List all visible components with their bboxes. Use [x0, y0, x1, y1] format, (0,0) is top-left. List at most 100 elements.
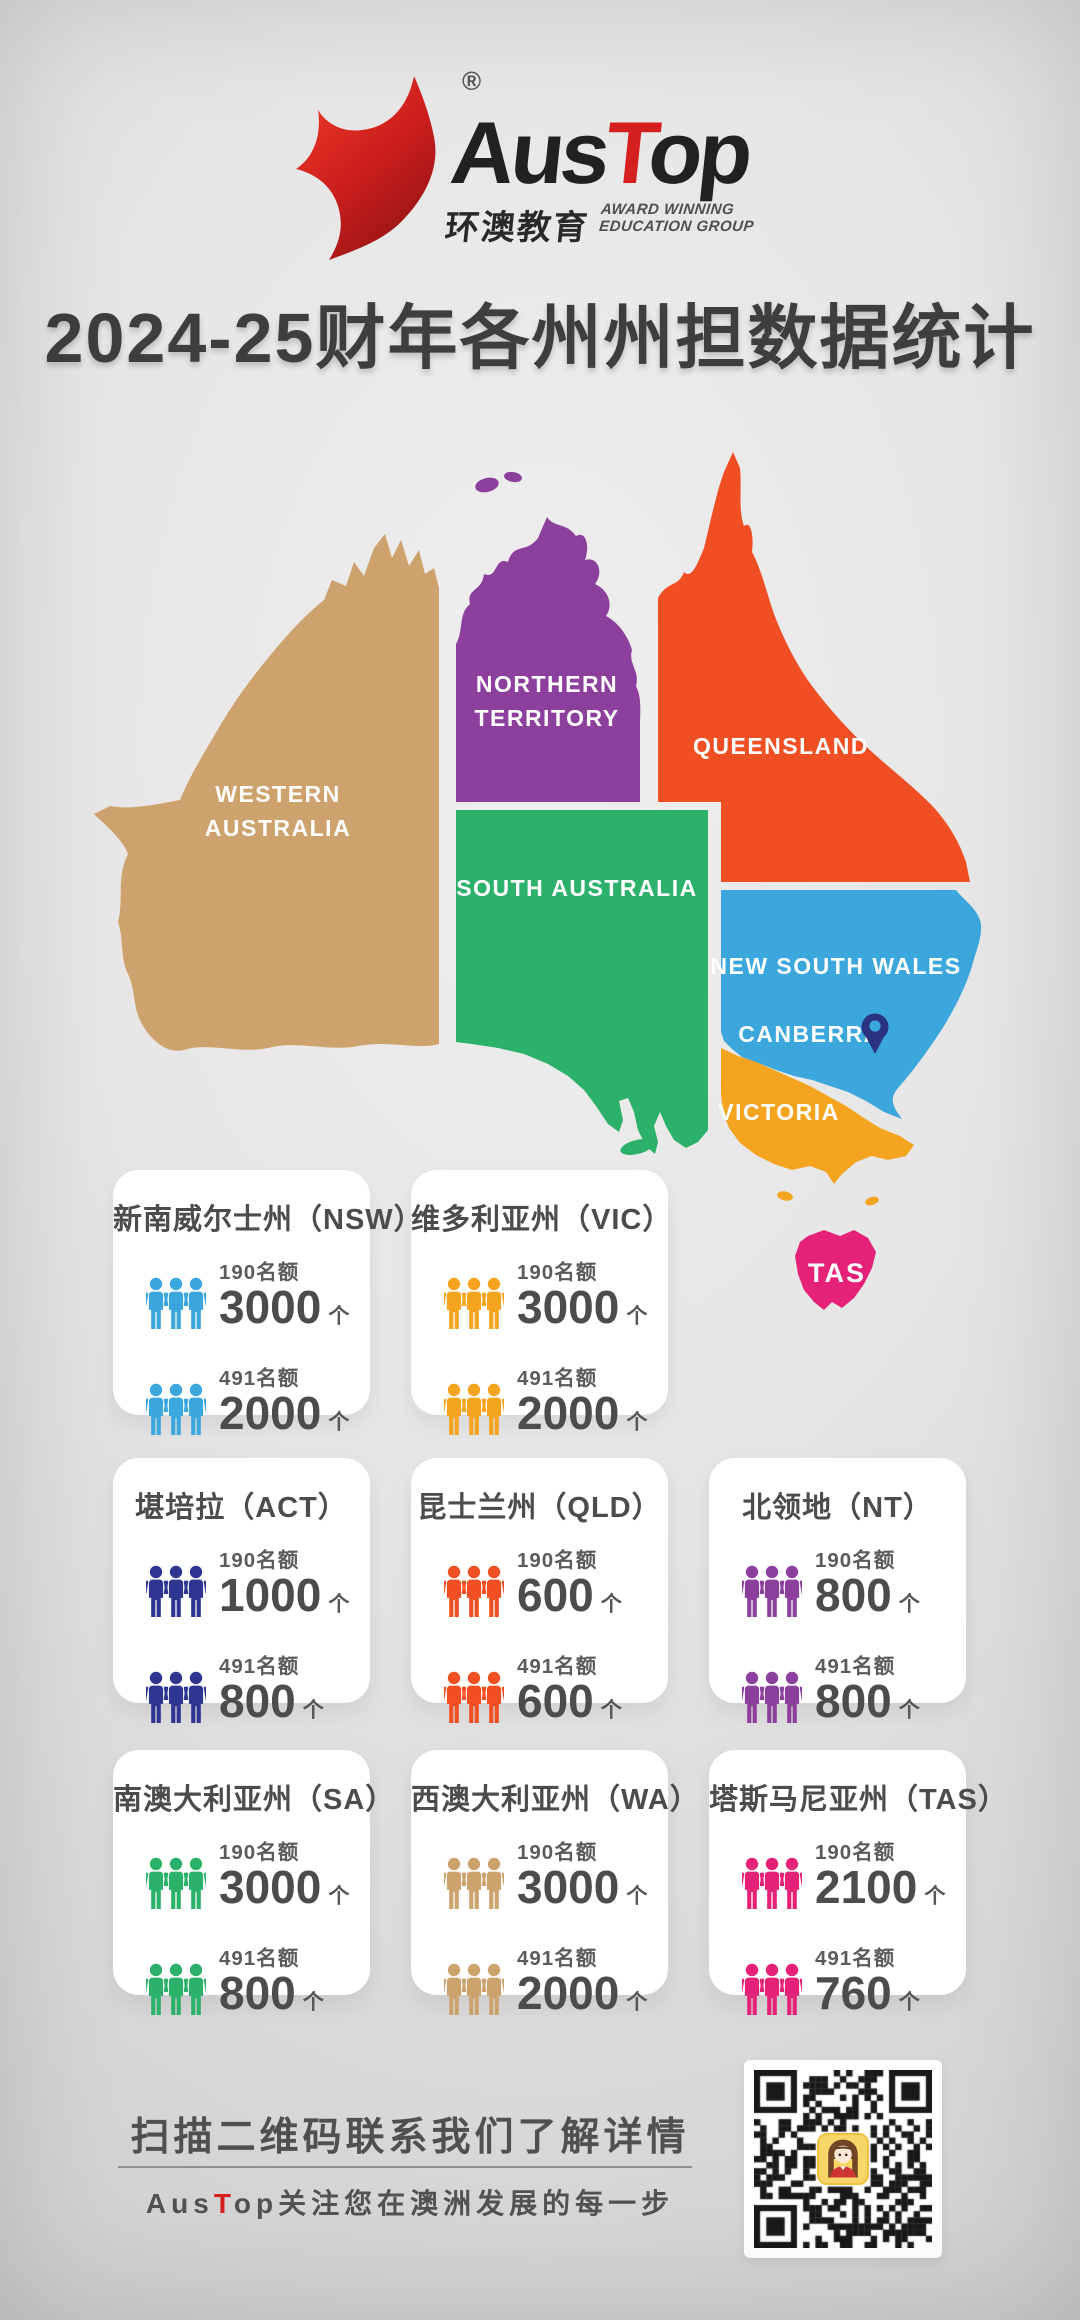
stat-unit: 个	[328, 1885, 350, 1908]
stat-label: 491名额	[219, 1947, 300, 1970]
stat-label: 190名额	[219, 1261, 300, 1284]
brand-name: AusTop	[446, 103, 754, 202]
card-wa: 西澳大利亚州（WA） 190名额 3000 个 491名额 2000 个	[411, 1750, 700, 2016]
people-icon	[742, 1963, 802, 2015]
card-title: 昆士兰州（QLD）	[417, 1492, 662, 1524]
map-label-sa: SOUTH AUSTRALIA	[456, 875, 697, 901]
stat-value: 3000	[517, 1281, 620, 1333]
stat-value: 3000	[219, 1281, 322, 1333]
stat-unit: 个	[328, 1411, 350, 1434]
stat-491: 491名额 2000 个	[146, 1361, 370, 1436]
stat-190: 190名额 600 个	[444, 1543, 668, 1618]
footer-subline: AusTop关注您在澳洲发展的每一步	[145, 2188, 675, 2219]
stat-label: 491名额	[219, 1367, 300, 1390]
stat-491: 491名额 800 个	[146, 1649, 370, 1724]
stat-unit: 个	[600, 1699, 622, 1722]
brand-chinese-name: 环澳教育	[443, 209, 592, 247]
state-nsw	[721, 890, 982, 1119]
stat-491: 491名额 800 个	[146, 1941, 370, 2016]
state-sa	[456, 810, 708, 1154]
stat-unit: 个	[626, 1411, 648, 1434]
state-wa	[94, 534, 439, 1051]
vic-island	[777, 1191, 793, 1201]
card-sa: 南澳大利亚州（SA） 190名额 3000 个 491名额 800 个	[113, 1750, 396, 2016]
footer-headline: 扫描二维码联系我们了解详情	[130, 2116, 690, 2159]
people-icon	[742, 1565, 802, 1617]
stat-value: 600	[517, 1675, 594, 1727]
map-label-wa: AUSTRALIA	[205, 815, 351, 841]
brand-text-block: AusTop 环澳教育 AWARD WINNING EDUCATION GROU…	[443, 103, 868, 249]
vic-island	[865, 1196, 879, 1206]
stat-190: 190名额 1000 个	[146, 1543, 370, 1618]
people-icon	[146, 1857, 206, 1909]
stat-value: 3000	[517, 1861, 620, 1913]
card-title: 堪培拉（ACT）	[135, 1492, 348, 1524]
kangaroo-island	[620, 1139, 654, 1155]
people-icon	[146, 1277, 206, 1329]
map-label-nt: NORTHERN	[476, 671, 618, 697]
stat-unit: 个	[302, 1991, 324, 2014]
card-act: 堪培拉（ACT） 190名额 1000 个 491名额 800 个	[113, 1458, 370, 1724]
map-label-nsw: NEW SOUTH WALES	[710, 953, 961, 979]
stat-value: 800	[219, 1967, 296, 2019]
stat-label: 190名额	[815, 1841, 896, 1864]
state-nt	[456, 517, 641, 802]
nt-island	[475, 477, 499, 493]
stat-unit: 个	[898, 1991, 920, 2014]
stat-491: 491名额 800 个	[742, 1649, 966, 1724]
stat-unit: 个	[302, 1699, 324, 1722]
australia-map: WESTERN AUSTRALIA NORTHERN TERRITORY QUE…	[88, 430, 1000, 1350]
stat-491: 491名额 2000 个	[444, 1361, 668, 1436]
stat-190: 190名额 3000 个	[146, 1835, 370, 1910]
state-qld	[658, 452, 970, 882]
stat-unit: 个	[626, 1305, 648, 1328]
map-label-tas: TAS	[808, 1258, 866, 1288]
stat-unit: 个	[328, 1305, 350, 1328]
stat-value: 2000	[219, 1387, 322, 1439]
canberra-pin-icon	[861, 1013, 889, 1054]
stat-491: 491名额 2000 个	[444, 1941, 668, 2016]
stat-label: 491名额	[815, 1655, 896, 1678]
stat-label: 190名额	[517, 1261, 598, 1284]
stat-value: 800	[815, 1675, 892, 1727]
people-icon	[146, 1383, 206, 1435]
stat-label: 190名额	[219, 1549, 300, 1572]
card-title: 塔斯马尼亚州（TAS）	[709, 1784, 1008, 1816]
card-title: 西澳大利亚州（WA）	[411, 1784, 700, 1816]
card-title: 北领地（NT）	[742, 1492, 933, 1524]
people-icon	[146, 1565, 206, 1617]
registered-trademark: ®	[462, 66, 482, 96]
stat-190: 190名额 2100 个	[742, 1835, 966, 1910]
map-label-canberra: CANBERRA	[738, 1021, 882, 1047]
footer-accent-letter: T	[213, 2188, 234, 2219]
stat-label: 491名额	[517, 1947, 598, 1970]
stat-label: 491名额	[219, 1655, 300, 1678]
stat-190: 190名额 3000 个	[444, 1255, 668, 1330]
stat-value: 2100	[815, 1861, 918, 1913]
stat-unit: 个	[626, 1991, 648, 2014]
stat-value: 800	[219, 1675, 296, 1727]
people-icon	[444, 1277, 504, 1329]
stat-491: 491名额 600 个	[444, 1649, 668, 1724]
stat-label: 190名额	[517, 1841, 598, 1864]
card-title: 南澳大利亚州（SA）	[113, 1784, 396, 1816]
people-icon	[444, 1857, 504, 1909]
card-title: 维多利亚州（VIC）	[411, 1204, 673, 1236]
card-qld: 昆士兰州（QLD） 190名额 600 个 491名额 600 个	[411, 1458, 668, 1724]
stat-value: 1000	[219, 1569, 322, 1621]
card-tas: 塔斯马尼亚州（TAS） 190名额 2100 个 491名额 760 个	[709, 1750, 1008, 2016]
people-icon	[444, 1565, 504, 1617]
stat-unit: 个	[924, 1885, 946, 1908]
stat-label: 491名额	[517, 1655, 598, 1678]
stat-value: 600	[517, 1569, 594, 1621]
stat-unit: 个	[600, 1593, 622, 1616]
qr-code	[744, 2060, 942, 2258]
stat-value: 3000	[219, 1861, 322, 1913]
state-vic	[721, 1048, 914, 1184]
map-label-nt: TERRITORY	[474, 705, 619, 731]
people-icon	[444, 1963, 504, 2015]
qr-avatar	[817, 2133, 869, 2185]
stat-label: 491名额	[517, 1367, 598, 1390]
stat-label: 190名额	[815, 1549, 896, 1572]
